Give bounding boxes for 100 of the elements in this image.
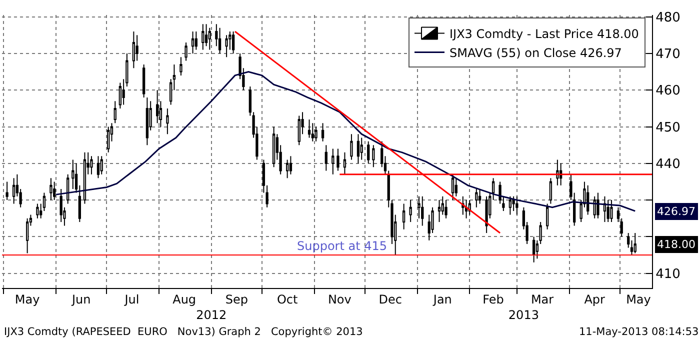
candlestick bbox=[107, 126, 110, 153]
candlestick bbox=[180, 56, 182, 76]
candlestick bbox=[475, 188, 478, 208]
candlestick bbox=[508, 196, 512, 216]
candlestick bbox=[478, 188, 482, 204]
candlestick bbox=[6, 181, 8, 201]
candlestick bbox=[36, 203, 39, 219]
candlestick bbox=[286, 159, 289, 179]
candlestick bbox=[438, 200, 441, 223]
candlestick bbox=[593, 196, 596, 219]
candlestick bbox=[454, 178, 458, 197]
candlestick bbox=[606, 200, 610, 223]
x2-tick-label: 2012 bbox=[196, 308, 227, 322]
candlestick bbox=[26, 218, 29, 254]
candlestick bbox=[603, 196, 606, 223]
y-tick-label: 460 bbox=[656, 84, 680, 99]
candlestick bbox=[96, 156, 100, 179]
candlestick bbox=[50, 178, 52, 201]
candlestick bbox=[402, 203, 406, 230]
candlestick bbox=[191, 30, 194, 54]
candlestick bbox=[464, 200, 468, 219]
candlestick bbox=[225, 34, 228, 58]
candlestick bbox=[53, 181, 56, 201]
candlestick bbox=[421, 196, 424, 226]
candlestick bbox=[409, 200, 412, 223]
candlestick bbox=[194, 30, 198, 50]
candlestick bbox=[556, 159, 559, 186]
candlestick bbox=[596, 192, 600, 219]
legend-label: IJX3 Comdty - Last Price 418.00 bbox=[450, 26, 639, 41]
y-tick-label: 450 bbox=[656, 120, 680, 136]
candlestick bbox=[336, 148, 340, 172]
candlestick bbox=[444, 200, 448, 219]
x-tick-label: Dec bbox=[378, 292, 402, 306]
candlestick bbox=[146, 96, 149, 146]
text: IJX3 Comdty (RAPESEED EURO Nov13) Graph 2 Copyright© 2013 bbox=[4, 326, 363, 338]
candlestick bbox=[332, 148, 334, 175]
x-tick-label: May bbox=[14, 292, 40, 306]
x-tick-label: Jan bbox=[432, 292, 452, 306]
x-tick-label: Oct bbox=[276, 292, 298, 306]
candlestick bbox=[72, 159, 74, 190]
candlestick bbox=[60, 188, 62, 223]
candlestick bbox=[451, 174, 454, 201]
candlestick bbox=[114, 100, 116, 124]
x-tick-label: Feb bbox=[482, 292, 504, 306]
candlestick bbox=[83, 152, 86, 204]
candlestick bbox=[208, 27, 211, 50]
candlestick bbox=[610, 200, 613, 223]
x-tick-label: Sep bbox=[225, 292, 248, 306]
x2-tick-label: 2013 bbox=[508, 308, 539, 322]
candlestick bbox=[184, 42, 188, 62]
candlestick bbox=[546, 203, 549, 230]
candlestick bbox=[356, 134, 360, 164]
candlestick bbox=[350, 134, 353, 160]
candlestick bbox=[549, 178, 552, 204]
y-tick-label: 470 bbox=[656, 47, 680, 62]
candlestick bbox=[132, 30, 136, 69]
text: 418.00 bbox=[657, 238, 696, 251]
candlestick bbox=[118, 82, 122, 109]
candlestick bbox=[272, 126, 276, 168]
x-tick-label: Jul bbox=[124, 292, 140, 306]
candlestick bbox=[586, 184, 590, 216]
candlestick bbox=[560, 162, 562, 186]
candlestick bbox=[343, 152, 346, 175]
candlestick bbox=[360, 137, 363, 160]
ref-line-label: Support at 415 bbox=[297, 239, 388, 253]
y-tick-label: 480 bbox=[656, 10, 680, 26]
candlestick bbox=[166, 108, 169, 135]
candlestick bbox=[311, 122, 314, 142]
x-tick-label: Jun bbox=[70, 292, 91, 306]
candlestick bbox=[90, 156, 93, 175]
candlestick bbox=[532, 236, 536, 263]
candlestick bbox=[12, 178, 16, 204]
candlestick bbox=[289, 156, 292, 175]
candlestick bbox=[324, 144, 328, 172]
candlestick bbox=[367, 140, 370, 164]
candlestick bbox=[100, 156, 103, 175]
x-tick-label: Apr bbox=[584, 292, 606, 306]
candlestick bbox=[142, 64, 146, 98]
candlestick bbox=[485, 196, 488, 234]
candlestick bbox=[232, 30, 235, 54]
x-tick-label: Nov bbox=[328, 292, 352, 306]
candlestick bbox=[308, 118, 311, 138]
y-tick-label: 440 bbox=[656, 156, 680, 172]
legend-label: SMAVG (55) on Close 426.97 bbox=[450, 46, 622, 60]
x-tick-label: Mar bbox=[530, 292, 554, 306]
candlestick bbox=[156, 90, 159, 124]
x-tick-label: Aug bbox=[172, 292, 196, 306]
x-tick-label: May bbox=[626, 292, 651, 306]
candlestick bbox=[321, 122, 324, 142]
candlestick bbox=[512, 196, 515, 212]
candlestick bbox=[66, 174, 70, 204]
candlestick bbox=[372, 144, 375, 168]
candlestick bbox=[202, 24, 204, 50]
text: 11-May-2013 08:14:53 bbox=[579, 326, 699, 338]
candlestick bbox=[204, 24, 208, 47]
candlestick bbox=[516, 196, 518, 216]
text: 426.97 bbox=[657, 205, 696, 218]
y-tick-label: 410 bbox=[656, 266, 680, 282]
line-series bbox=[55, 71, 636, 212]
candlestick bbox=[314, 126, 318, 142]
